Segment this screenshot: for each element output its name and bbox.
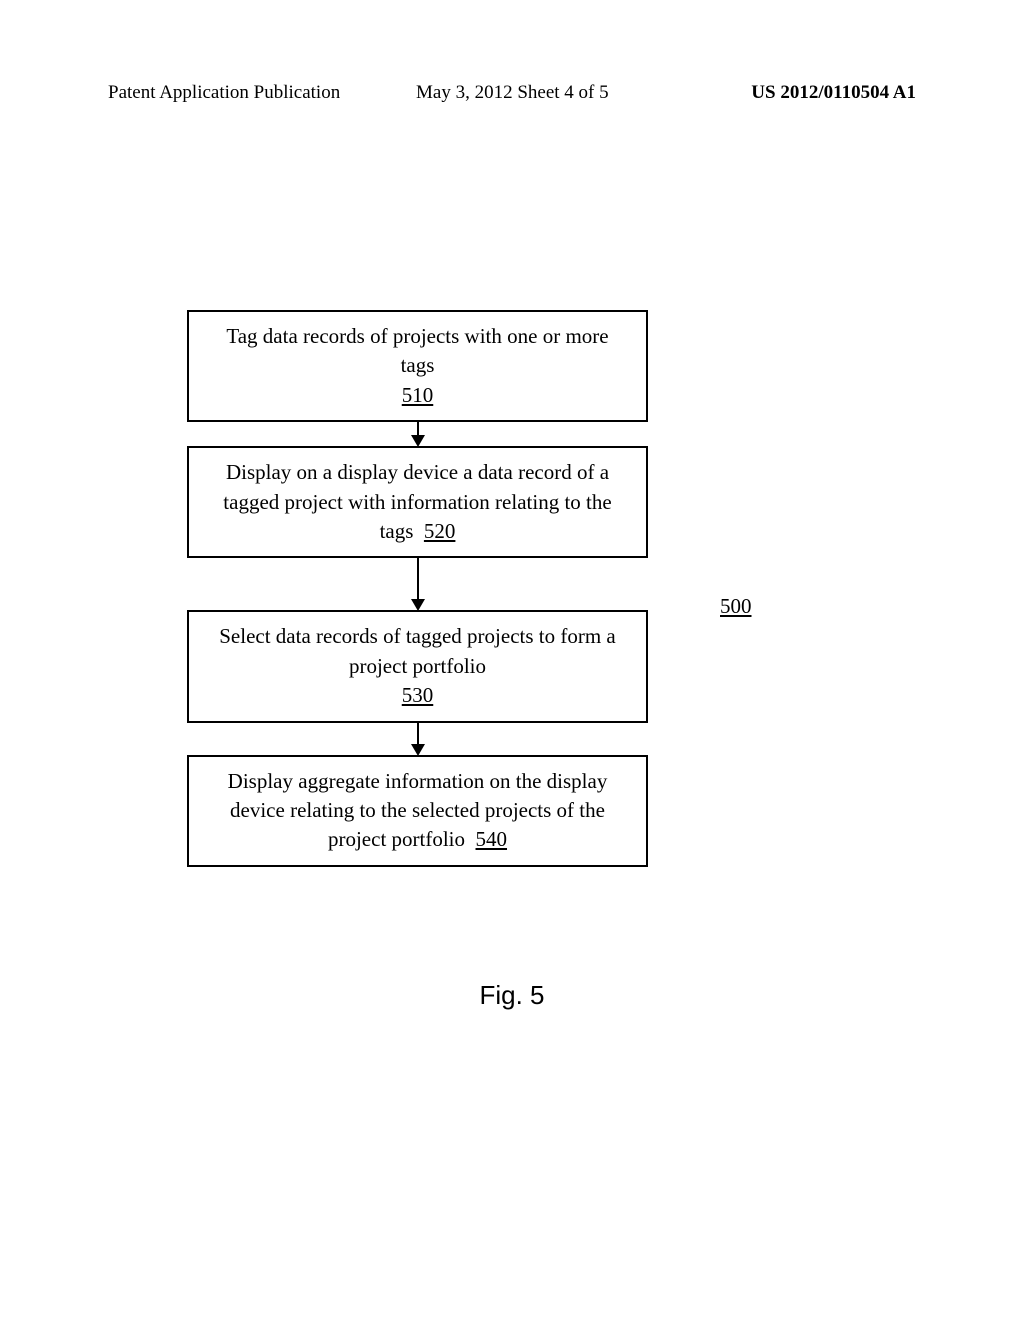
step-text: Display on a display device a data recor… (209, 458, 626, 546)
figure-caption: Fig. 5 (479, 980, 544, 1011)
step-text: Select data records of tagged projects t… (209, 622, 626, 681)
flowchart-step-530: Select data records of tagged projects t… (187, 610, 648, 722)
step-reference: 520 (424, 519, 456, 543)
flowchart-step-520: Display on a display device a data recor… (187, 446, 648, 558)
flowchart-step-510: Tag data records of projects with one or… (187, 310, 648, 422)
flow-arrow (187, 422, 648, 446)
step-reference: 540 (476, 827, 508, 851)
header-publication-number: US 2012/0110504 A1 (751, 82, 916, 104)
flow-arrow (187, 558, 648, 610)
step-text: Display aggregate information on the dis… (209, 767, 626, 855)
flowchart-step-540: Display aggregate information on the dis… (187, 755, 648, 867)
header-date-sheet: May 3, 2012 Sheet 4 of 5 (416, 82, 609, 104)
header-publication-type: Patent Application Publication (108, 82, 340, 104)
diagram-reference-number: 500 (720, 594, 752, 619)
step-reference: 530 (402, 681, 434, 710)
step-reference: 510 (402, 381, 434, 410)
flow-arrow (187, 723, 648, 755)
step-text: Tag data records of projects with one or… (209, 322, 626, 381)
flowchart-container: Tag data records of projects with one or… (187, 310, 648, 867)
